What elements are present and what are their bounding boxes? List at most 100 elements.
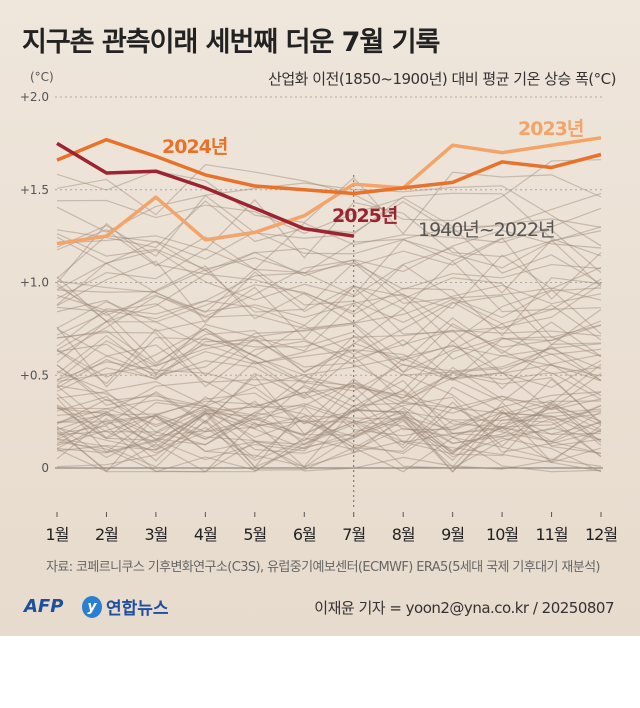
background-year-line xyxy=(56,415,602,473)
y-tick-label: +0.5 xyxy=(20,368,49,382)
background-year-line xyxy=(56,410,602,468)
background-year-line xyxy=(56,414,602,473)
background-year-line xyxy=(56,277,602,338)
background-year-line xyxy=(56,226,602,269)
background-year-line xyxy=(56,391,602,454)
background-year-line xyxy=(56,192,602,257)
background-year-line xyxy=(56,283,602,347)
chart-panel xyxy=(0,0,640,636)
source-note: 자료: 코페르니쿠스 기후변화연구소(C3S), 유럽중기예보센터(ECMWF)… xyxy=(46,560,601,575)
yonhap-logo-icon: y xyxy=(82,595,102,618)
background-year-line xyxy=(56,317,602,375)
background-year-line xyxy=(56,394,602,458)
background-year-line xyxy=(56,373,602,436)
x-tick-label: 4월 xyxy=(194,525,217,544)
background-year-line xyxy=(56,379,602,435)
background-year-line xyxy=(56,327,602,378)
background-year-line xyxy=(56,261,602,313)
background-year-line xyxy=(56,392,602,446)
x-tick-label: 6월 xyxy=(293,525,316,544)
background-year-line xyxy=(56,390,602,446)
background-year-line xyxy=(56,355,602,411)
background-year-line xyxy=(56,295,602,352)
background-year-line xyxy=(56,407,602,459)
background-year-line xyxy=(56,402,602,457)
background-year-line xyxy=(56,372,602,424)
background-year-line xyxy=(56,364,602,425)
background-year-line xyxy=(56,254,602,317)
x-tick-label: 12월 xyxy=(585,525,617,544)
series-line-2025 xyxy=(56,141,354,238)
background-year-line xyxy=(56,416,602,473)
background-year-line xyxy=(56,386,602,446)
background-year-line xyxy=(56,375,602,435)
background-year-line xyxy=(56,420,602,472)
background-year-line xyxy=(56,285,602,343)
background-year-line xyxy=(56,342,602,397)
x-tick-label: 8월 xyxy=(392,525,415,544)
x-tick-label: 2월 xyxy=(95,525,118,544)
afp-logo: AFP xyxy=(24,596,64,617)
background-year-line xyxy=(56,400,602,455)
background-year-line xyxy=(56,425,602,473)
x-tick-label: 1월 xyxy=(46,525,69,544)
background-year-line xyxy=(56,293,602,356)
background-year-line xyxy=(56,328,602,389)
y-tick-label: +2.0 xyxy=(20,90,49,104)
background-year-line xyxy=(56,323,602,388)
background-year-line xyxy=(56,239,602,301)
series-label: 2024년 xyxy=(162,136,227,158)
background-year-line xyxy=(56,260,602,324)
series-line-2023 xyxy=(56,136,602,246)
y-axis-unit: (°C) xyxy=(30,70,54,84)
background-year-line xyxy=(56,335,602,385)
background-year-line xyxy=(56,354,602,402)
x-tick-label: 3월 xyxy=(144,525,167,544)
background-year-line xyxy=(56,264,602,322)
background-year-line xyxy=(56,237,602,300)
background-year-line xyxy=(56,308,602,374)
x-tick-label: 11월 xyxy=(535,525,567,544)
background-year-line xyxy=(56,262,602,320)
background-year-line xyxy=(56,401,602,455)
background-year-line xyxy=(56,277,602,337)
background-year-line xyxy=(56,329,602,381)
background-year-line xyxy=(56,192,602,234)
y-tick-label: 0 xyxy=(41,461,49,475)
background-year-line xyxy=(56,338,602,391)
background-year-line xyxy=(56,322,602,376)
background-year-line xyxy=(56,406,602,468)
background-year-line xyxy=(56,408,602,473)
background-year-line xyxy=(56,404,602,454)
series-label: 2023년 xyxy=(518,118,583,140)
background-year-line xyxy=(56,226,602,285)
background-year-line xyxy=(56,421,602,469)
background-year-line xyxy=(56,262,602,325)
background-year-line xyxy=(56,273,602,324)
x-tick-label: 9월 xyxy=(441,525,464,544)
background-year-line xyxy=(56,397,602,461)
background-year-line xyxy=(56,222,602,284)
y-tick-label: +1.0 xyxy=(20,276,49,290)
byline: 이재윤 기자 = yoon2@yna.co.kr / 20250807 xyxy=(314,599,614,617)
background-year-line xyxy=(56,385,602,446)
chart-subtitle: 산업화 이전(1850~1900년) 대비 평균 기온 상승 폭(°C) xyxy=(268,70,616,88)
background-year-line xyxy=(56,229,602,279)
background-year-line xyxy=(56,327,602,381)
page-title: 지구촌 관측이래 세번째 더운 7월 기록 xyxy=(22,27,440,58)
background-year-line xyxy=(56,336,602,392)
yonhap-logo: y 연합뉴스 xyxy=(82,594,169,619)
background-year-line xyxy=(56,385,602,447)
x-tick-label: 10월 xyxy=(486,525,518,544)
background-year-line xyxy=(56,364,602,425)
background-year-line xyxy=(56,159,602,222)
background-series-label: 1940년~2022년 xyxy=(418,219,555,241)
y-tick-label: +1.5 xyxy=(20,183,49,197)
background-year-line xyxy=(56,182,602,247)
background-year-line xyxy=(56,395,602,441)
background-year-line xyxy=(56,329,602,388)
background-year-line xyxy=(56,409,602,468)
background-year-line xyxy=(56,399,602,462)
background-year-line xyxy=(56,339,602,403)
